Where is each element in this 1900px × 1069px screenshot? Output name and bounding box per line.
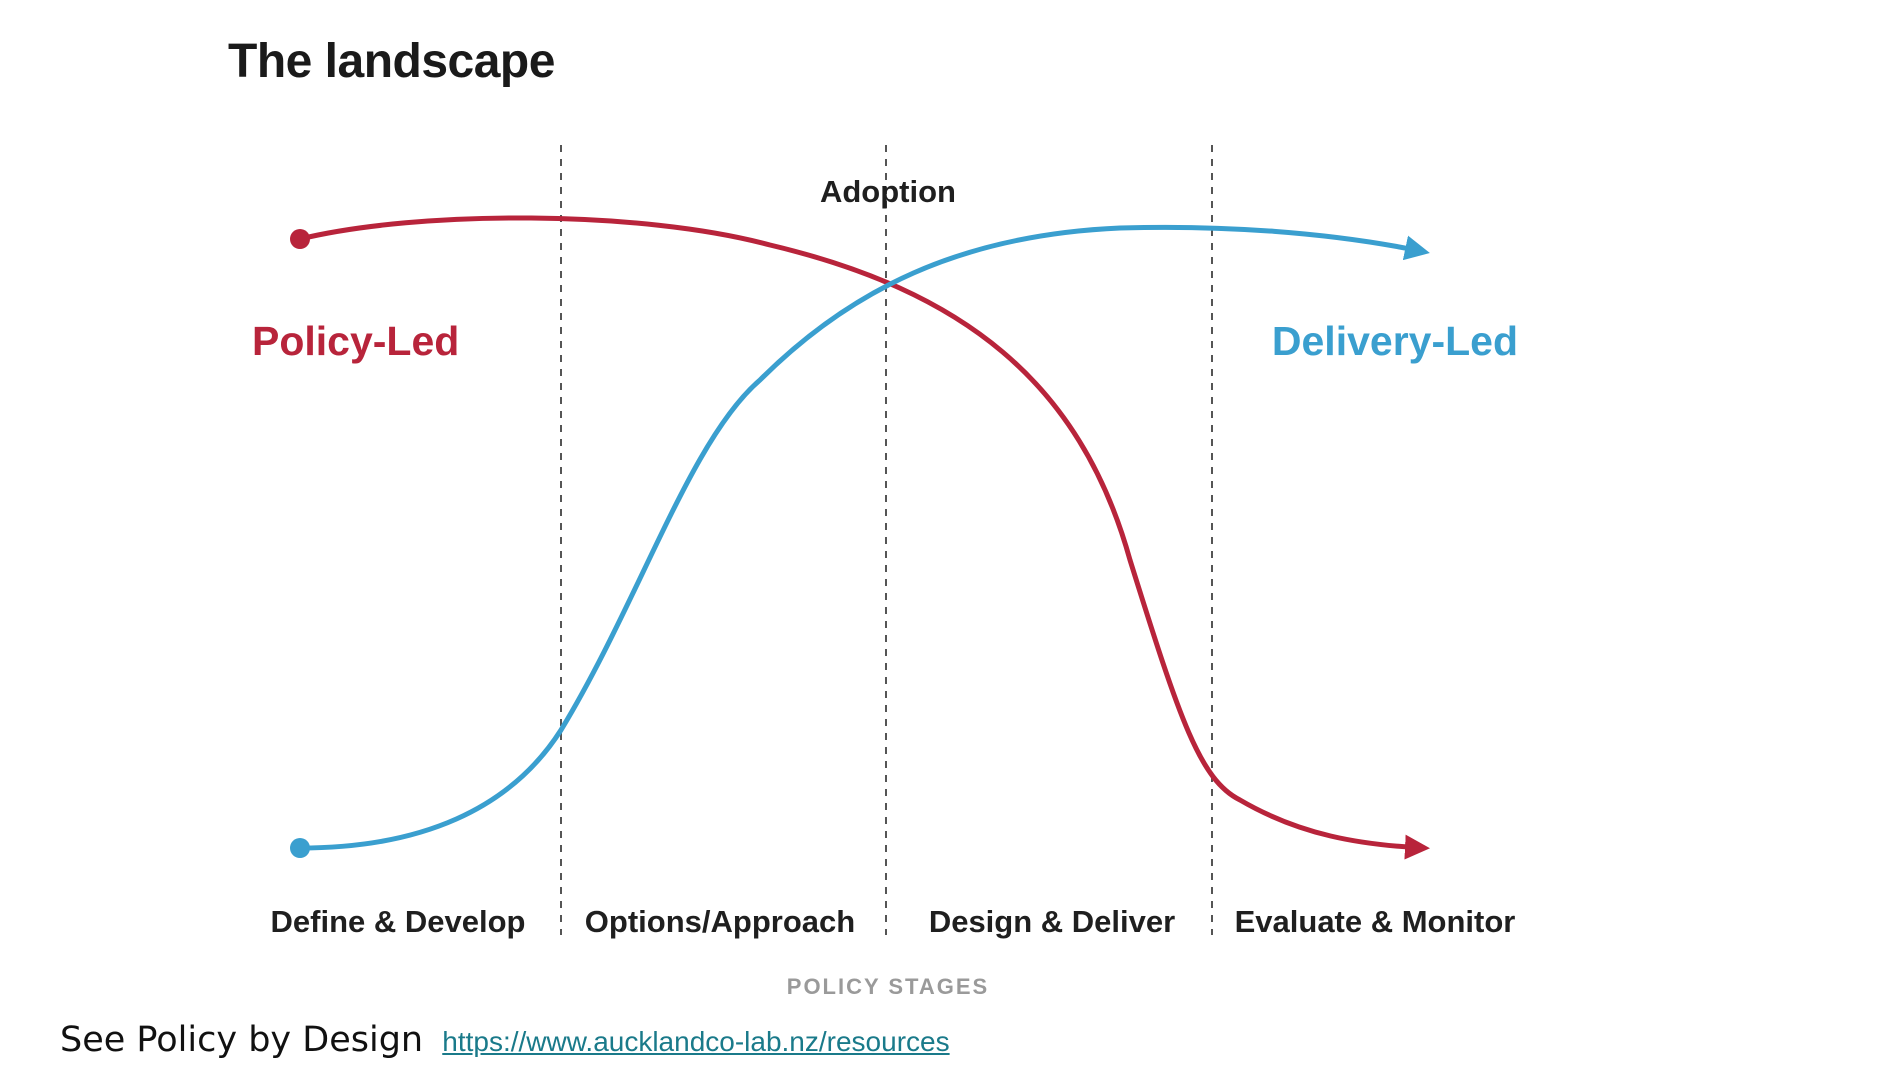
stage-label-evaluate-monitor: Evaluate & Monitor [1235,904,1516,939]
delivery-led-curve [299,224,1430,851]
policy-stages-caption: POLICY STAGES [787,974,989,999]
footer: See Policy by Design https://www.aucklan… [60,1020,950,1060]
delivery-led-label: Delivery-Led [1272,318,1518,364]
stage-label-define-develop: Define & Develop [271,904,526,939]
footer-text: See Policy by Design [60,1020,424,1060]
policy-led-curve [299,215,1430,860]
resources-link[interactable]: https://www.aucklandco-lab.nz/resources [442,1026,950,1057]
stage-label-design-deliver: Design & Deliver [929,904,1175,939]
adoption-label: Adoption [820,174,956,209]
stage-label-options-approach: Options/Approach [585,904,855,939]
page-title: The landscape [228,35,555,88]
delivery-led-start-dot [290,838,310,858]
policy-led-label: Policy-Led [252,318,459,364]
policy-led-start-dot [290,229,310,249]
